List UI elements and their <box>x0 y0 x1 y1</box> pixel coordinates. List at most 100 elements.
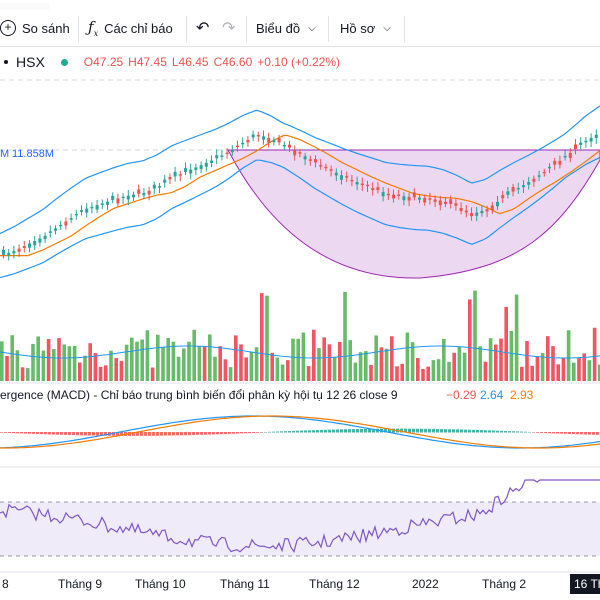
macd-histogram-bar <box>308 430 311 433</box>
macd-histogram-bar <box>112 432 115 436</box>
candle-body <box>537 175 541 177</box>
candle-body <box>584 140 588 143</box>
candle-body <box>178 174 182 176</box>
macd-histogram-bar <box>168 432 171 436</box>
volume-bar <box>36 336 40 381</box>
volume-bar <box>556 364 560 381</box>
macd-signal-value: 2.93 <box>510 388 534 402</box>
volume-bar <box>400 363 404 381</box>
candle-body <box>293 150 297 156</box>
volume-bar <box>473 290 477 381</box>
macd-histogram-bar <box>144 432 147 436</box>
candle-body <box>246 139 250 143</box>
volume-bar <box>577 357 581 381</box>
redo-button[interactable]: ↷ <box>222 10 235 46</box>
macd-histogram-bar <box>464 429 467 433</box>
volume-bars <box>0 290 600 381</box>
candle-body <box>522 185 525 188</box>
candle-body <box>59 224 63 227</box>
candle-body <box>241 142 245 145</box>
macd-histogram-bar <box>368 428 371 433</box>
candle-body <box>433 199 437 202</box>
candle-body <box>251 134 255 138</box>
volume-bar <box>192 329 196 381</box>
macd-histogram-bar <box>412 428 415 433</box>
volume-bar <box>426 366 430 381</box>
volume-bar <box>145 330 150 381</box>
volume-bar <box>301 332 306 381</box>
volume-bar <box>468 299 472 381</box>
macd-histogram-bar <box>56 432 59 435</box>
candle-body <box>563 155 567 158</box>
volume-bar <box>223 359 228 381</box>
candles <box>2 129 598 261</box>
candle-body <box>334 172 338 176</box>
volume-bar <box>530 365 534 381</box>
macd-histogram-bar <box>244 432 247 434</box>
candle-body <box>366 184 369 187</box>
volume-bar <box>462 352 467 381</box>
macd-histogram-bar <box>28 432 31 434</box>
signal-line <box>0 415 600 449</box>
cup-pattern <box>227 149 600 279</box>
macd-histogram-bar <box>96 432 99 436</box>
macd-histogram-bar <box>440 429 443 433</box>
volume-bar <box>296 338 300 381</box>
cup-area <box>227 149 600 279</box>
volume-bar <box>478 346 482 381</box>
candle-body <box>428 198 432 200</box>
macd-histogram-bar <box>304 430 307 433</box>
volume-bar <box>114 358 118 381</box>
volume-bar <box>104 365 108 381</box>
macd-histogram-bar <box>444 429 447 433</box>
undo-button[interactable]: ↶ <box>196 10 209 46</box>
volume-bar <box>353 362 358 381</box>
profile-button[interactable]: Hồ sơ ⌵ <box>340 10 391 46</box>
macd-hist-value: −0.29 <box>446 388 477 402</box>
compare-label: So sánh <box>22 20 70 36</box>
volume-bar <box>197 346 202 381</box>
candle-body <box>314 159 317 163</box>
candle-body <box>386 193 390 196</box>
macd-histogram-bar <box>40 432 43 435</box>
volume-bar <box>520 366 524 381</box>
chart-type-button[interactable]: Biểu đồ ⌵ <box>256 10 316 46</box>
macd-histogram-bar <box>248 432 251 434</box>
macd-histogram-bar <box>100 432 103 436</box>
volume-bar <box>171 341 176 381</box>
candle-body <box>199 165 203 169</box>
rsi-pane <box>0 479 600 557</box>
macd-histogram-bar <box>448 429 451 433</box>
volume-bar <box>431 360 436 381</box>
macd-histogram-bar <box>588 432 591 435</box>
volume-bar <box>260 293 264 381</box>
macd-histogram-bar <box>256 432 259 433</box>
current-time-label: 16 Th <box>574 577 600 591</box>
candle-body <box>48 231 52 233</box>
volume-bar <box>83 355 87 381</box>
candle-body <box>516 187 520 190</box>
macd-histogram-bar <box>180 432 183 436</box>
candle-body <box>381 192 385 197</box>
volume-bar <box>78 362 82 381</box>
candle-body <box>282 144 286 147</box>
candle-body <box>137 189 141 194</box>
macd-histogram-bar <box>152 432 155 436</box>
macd-histogram-bar <box>220 432 223 435</box>
indicators-button[interactable]: ƒx Các chỉ báo <box>88 10 173 46</box>
volume-bar <box>546 336 550 381</box>
volume-bar <box>499 338 503 381</box>
macd-histogram-bar <box>172 432 175 436</box>
macd-histogram-bar <box>44 432 47 435</box>
macd-histogram-bar <box>340 429 343 433</box>
macd-histogram-bar <box>560 432 563 434</box>
macd-histogram-bar <box>356 429 359 433</box>
candle-body <box>189 169 193 174</box>
compare-button[interactable]: + So sánh <box>0 10 70 46</box>
bollinger-bands <box>0 105 600 279</box>
volume-bar <box>566 330 571 381</box>
macd-pane <box>0 415 600 449</box>
macd-histogram-bar <box>184 432 187 436</box>
candle-body <box>511 187 515 192</box>
